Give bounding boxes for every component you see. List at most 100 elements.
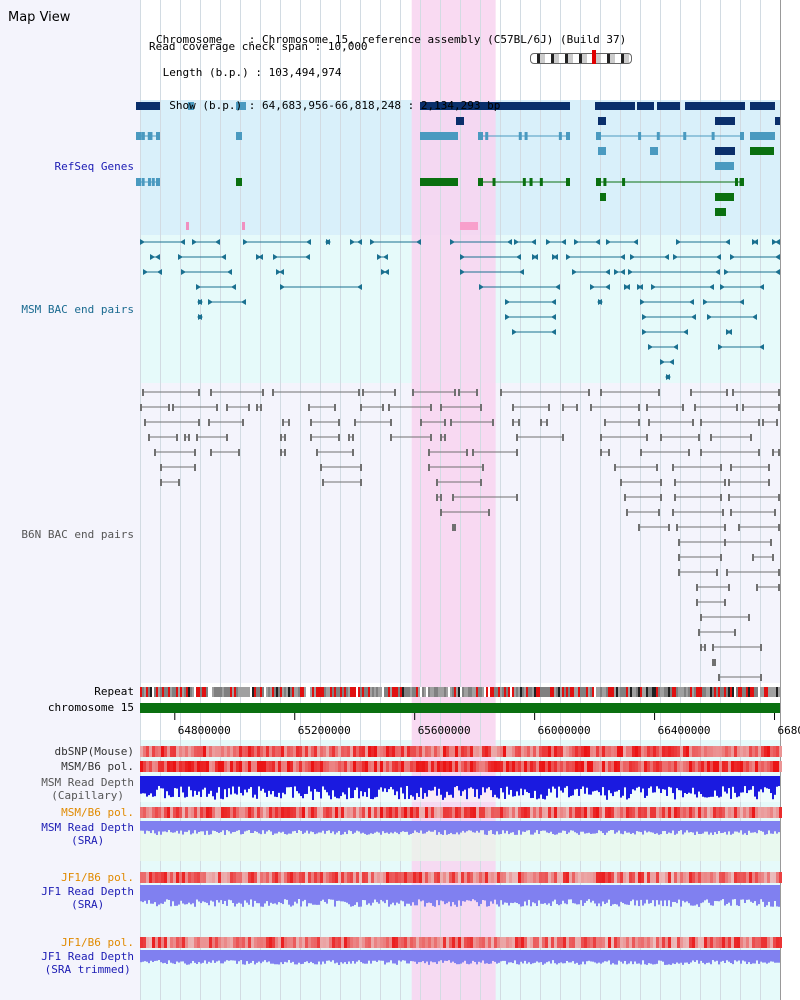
jf1-b6-pol-cell [374,872,377,883]
msm-read-depth-sra-bar [516,821,518,835]
jf1-b6-pol-cell [506,872,509,883]
jf1-b6-pol-trimmed-cell [737,937,740,948]
repeat-segment [484,687,486,697]
repeat-segment [628,687,630,697]
jf1-read-depth-trimmed-bar [778,950,780,963]
msm-read-depth-sra-bar [302,821,304,834]
msm-bac-end [519,269,524,275]
msm-bac-end [551,299,556,305]
track-label-b6n-bac-end-pairs[interactable]: B6N BAC end pairs [21,528,134,541]
msm-bac-end [595,239,600,245]
b6n-bac-end [194,449,196,456]
msm-b6-pol-cell [566,761,569,772]
msm-read-depth-sra-bar [634,821,636,835]
track-label-jf1-read-depth-sra[interactable]: JF1 Read Depth (SRA) [41,885,134,911]
msm-b6-pol-cell [161,761,164,772]
msm-bac-end [143,269,148,275]
jf1-read-depth-trimmed-bar [484,950,486,964]
msm-bac-end [180,239,185,245]
msm-read-depth-sra-bar [350,821,352,832]
b6n-bac-end [682,404,684,411]
msm-read-depth-capillary-bar [170,776,172,798]
track-label-jf1-b6-pol-trimmed[interactable]: JF1/B6 pol. [61,936,134,949]
jf1-read-depth-sra-bar [472,885,474,900]
dbsnp-density-cell [464,746,467,757]
jf1-b6-pol-trimmed-cell [602,937,605,948]
jf1-b6-pol-cell [218,872,221,883]
msm-b6-pol-sra-cell [626,807,629,818]
jf1-read-depth-sra-bar [674,885,676,903]
msm-bac-end [479,284,484,290]
msm-read-depth-capillary-bar [284,776,286,795]
jf1-read-depth-trimmed-bar [354,950,356,964]
repeat-segment [606,687,608,697]
msm-b6-pol-cell [323,761,326,772]
jf1-b6-pol-cell [320,872,323,883]
b6n-bac-end [676,524,678,531]
msm-b6-pol-cell [272,761,275,772]
msm-read-depth-sra-bar [328,821,330,831]
msm-read-depth-sra-bar [332,821,334,832]
track-label-msm-bac-end-pairs[interactable]: MSM BAC end pairs [21,303,134,316]
repeat-segment [614,687,616,697]
msm-read-depth-sra-bar [772,821,774,834]
msm-bac-end [280,284,285,290]
msm-b6-pol-cell [554,761,557,772]
repeat-segment [310,687,312,697]
jf1-b6-pol-trimmed-cell [650,937,653,948]
jf1-read-depth-sra-bar [452,885,454,903]
track-label-repeat[interactable]: Repeat [94,685,134,698]
msm-read-depth-capillary-bar [166,776,168,792]
jf1-b6-pol-cell [377,872,380,883]
track-label-msm-read-depth-sra[interactable]: MSM Read Depth (SRA) [41,821,134,847]
track-label-msm-b6-pol-sra[interactable]: MSM/B6 pol. [61,806,134,819]
msm-b6-pol-sra-cell [260,807,263,818]
jf1-read-depth-trimmed-bar [240,950,242,961]
msm-bac-end [709,284,714,290]
jf1-read-depth-trimmed-bar [362,950,364,964]
jf1-b6-pol-trimmed-cell [722,937,725,948]
jf1-b6-pol-trimmed-cell [485,937,488,948]
msm-read-depth-capillary-bar [544,776,546,800]
repeat-segment [306,687,308,697]
jf1-read-depth-sra-bar [712,885,714,906]
dbsnp-density-cell [239,746,242,757]
track-label-jf1-read-depth-trimmed[interactable]: JF1 Read Depth (SRA trimmed) [41,950,134,976]
msm-read-depth-sra-bar [348,821,350,831]
jf1-b6-pol-trimmed-cell [653,937,656,948]
msm-b6-pol-sra-cell [446,807,449,818]
msm-read-depth-capillary-bar [262,776,264,789]
dbsnp-density-cell [731,746,734,757]
msm-read-depth-sra-bar [454,821,456,835]
dbsnp-density-cell [695,746,698,757]
jf1-b6-pol-cell [470,872,473,883]
repeat-segment [312,687,314,697]
b6n-bac-end [674,479,676,486]
repeat-segment [392,687,394,697]
jf1-read-depth-sra-bar [542,885,544,904]
msm-read-depth-sra-bar [198,821,200,832]
jf1-b6-pol-trimmed-cell [335,937,338,948]
chromosome-ideogram[interactable] [530,53,632,64]
msm-read-depth-capillary-bar [408,776,410,799]
b6n-bac-end [728,494,730,501]
jf1-b6-pol-cell [344,872,347,883]
refseq-gene-block [715,208,726,216]
track-label-jf1-b6-pol[interactable]: JF1/B6 pol. [61,871,134,884]
track-label-msm-read-depth-capillary[interactable]: MSM Read Depth (Capillary) [41,776,134,802]
msm-b6-pol-cell [413,761,416,772]
jf1-read-depth-trimmed-bar [316,950,318,965]
track-label-dbsnp[interactable]: dbSNP(Mouse) [54,745,134,758]
track-label-refseq-genes[interactable]: RefSeq Genes [54,160,134,173]
b6n-bac-end [288,419,290,426]
repeat-segment [400,687,402,697]
jf1-read-depth-sra-bar [196,885,198,900]
track-label-msm-b6-pol[interactable]: MSM/B6 pol. [61,760,134,773]
msm-b6-pol-cell [767,761,770,772]
b6n-bac-end [428,464,430,471]
jf1-b6-pol-cell [194,872,197,883]
jf1-b6-pol-cell [740,872,743,883]
msm-read-depth-sra-bar [178,821,180,834]
repeat-segment [744,687,746,697]
